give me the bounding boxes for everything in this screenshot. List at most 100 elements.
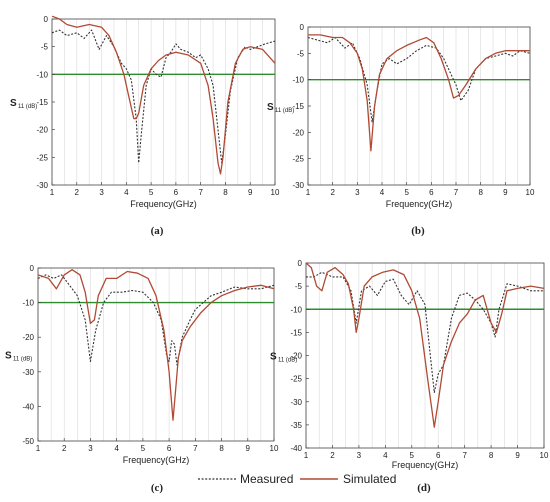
y-tick-label: -35 xyxy=(290,421,302,430)
y-tick-label: -15 xyxy=(36,98,48,107)
subplot-caption: (d) xyxy=(417,482,431,494)
y-tick-label: -10 xyxy=(22,299,34,308)
x-axis-label: Frequency(GHz) xyxy=(130,199,197,209)
x-tick-label: 3 xyxy=(357,451,362,460)
y-tick-label: -20 xyxy=(290,352,302,361)
x-tick-label: 1 xyxy=(306,188,311,197)
x-tick-label: 7 xyxy=(462,451,467,460)
x-tick-label: 10 xyxy=(271,188,280,197)
y-axis-label: S xyxy=(267,102,274,113)
x-axis-label: Frequency(GHz) xyxy=(386,199,453,209)
x-tick-label: 8 xyxy=(489,451,494,460)
y-axis-label: S xyxy=(10,98,17,109)
legend-measured-label: Measured xyxy=(240,472,293,486)
x-tick-label: 7 xyxy=(454,188,459,197)
y-tick-label: -25 xyxy=(36,153,48,162)
y-tick-label: -5 xyxy=(41,43,49,52)
x-tick-label: 6 xyxy=(167,444,172,453)
y-tick-label: 0 xyxy=(30,264,35,273)
x-axis-label: Frequency(GHz) xyxy=(392,460,459,470)
subplot-caption: (c) xyxy=(151,482,164,494)
x-tick-label: 9 xyxy=(248,188,253,197)
x-tick-label: 5 xyxy=(410,451,415,460)
y-tick-label: -20 xyxy=(22,333,34,342)
y-axis-label-subscript: 11 (dB) xyxy=(275,108,294,114)
y-tick-label: -15 xyxy=(290,328,302,337)
y-axis-label: S xyxy=(270,352,277,363)
y-axis-label-subscript: 11 (dB) xyxy=(278,358,297,364)
x-tick-label: 5 xyxy=(149,188,154,197)
subplot-3: 0 -10 -20 -30 -40 -501 2 3 4 5 6 7 8 9 10 Frequency(GHz… xyxy=(5,264,279,494)
x-tick-label: 3 xyxy=(355,188,360,197)
x-tick-label: 1 xyxy=(36,444,41,453)
x-tick-label: 2 xyxy=(75,188,80,197)
x-tick-label: 4 xyxy=(124,188,129,197)
x-tick-label: 6 xyxy=(436,451,441,460)
y-tick-label: -10 xyxy=(36,70,48,79)
y-tick-label: -40 xyxy=(290,444,302,453)
x-tick-label: 5 xyxy=(404,188,409,197)
y-axis-label-subscript: 11 (dB) xyxy=(13,357,32,363)
simulated-series-line xyxy=(51,15,276,175)
x-tick-label: 7 xyxy=(193,444,198,453)
legend-simulated-label: Simulated xyxy=(343,472,396,486)
y-tick-label: -25 xyxy=(290,375,302,384)
x-tick-label: 9 xyxy=(246,444,251,453)
y-tick-label: -5 xyxy=(297,49,305,58)
simulated-series-line xyxy=(305,262,545,428)
x-tick-label: 6 xyxy=(174,188,179,197)
y-axis-label: S xyxy=(5,351,12,362)
x-tick-label: 4 xyxy=(383,451,388,460)
x-tick-label: 4 xyxy=(114,444,119,453)
y-tick-label: -20 xyxy=(36,126,48,135)
x-tick-label: 10 xyxy=(526,188,535,197)
x-tick-label: 9 xyxy=(503,188,508,197)
x-tick-label: 2 xyxy=(330,451,335,460)
y-axis-label-subscript: 11 (dB) xyxy=(18,104,37,110)
x-tick-label: 2 xyxy=(330,188,335,197)
measured-series-line xyxy=(306,271,544,394)
x-tick-label: 8 xyxy=(223,188,228,197)
subplot-caption: (b) xyxy=(411,225,425,237)
y-tick-label: -40 xyxy=(22,402,34,411)
x-tick-label: 10 xyxy=(540,451,549,460)
y-tick-label: -5 xyxy=(295,282,303,291)
x-tick-label: 1 xyxy=(50,188,55,197)
x-tick-label: 8 xyxy=(219,444,224,453)
x-tick-label: 5 xyxy=(141,444,146,453)
legend: Measured Simulated xyxy=(198,472,396,486)
measured-series-line xyxy=(307,36,531,123)
x-tick-label: 2 xyxy=(62,444,67,453)
subplot-1: 0 -5 -10 -15 -20 -25 -301 2 3 4 5 6 7 8 9 10 Frequency(G… xyxy=(10,15,280,237)
subplot-4: 0 -5 -10 -15 -20 -25 -30 -35 -401 2 3 4 5 6 7 8 9 10 Frequ… xyxy=(270,259,549,494)
y-tick-label: -50 xyxy=(22,437,34,446)
y-tick-label: -10 xyxy=(290,305,302,314)
y-tick-label: 0 xyxy=(300,23,305,32)
x-tick-label: 6 xyxy=(429,188,434,197)
x-tick-label: 1 xyxy=(304,451,309,460)
y-tick-label: -10 xyxy=(292,76,304,85)
measured-series-line xyxy=(51,29,276,164)
x-tick-label: 4 xyxy=(380,188,385,197)
x-tick-label: 7 xyxy=(198,188,203,197)
y-tick-label: 0 xyxy=(44,15,49,24)
y-tick-label: -25 xyxy=(292,155,304,164)
y-tick-label: -15 xyxy=(292,102,304,111)
y-tick-label: -30 xyxy=(22,368,34,377)
x-tick-label: 3 xyxy=(88,444,93,453)
subplot-2: 0 -5 -10 -15 -20 -25 -301 2 3 4 5 6 7 8 9 10 Frequency(G… xyxy=(267,23,535,237)
x-tick-label: 10 xyxy=(270,444,279,453)
simulated-series-line xyxy=(37,269,275,421)
x-tick-label: 8 xyxy=(478,188,483,197)
simulated-series-line xyxy=(308,34,530,152)
x-axis-label: Frequency(GHz) xyxy=(123,455,190,465)
x-tick-label: 3 xyxy=(99,188,104,197)
y-tick-label: -20 xyxy=(292,128,304,137)
y-tick-label: -30 xyxy=(36,181,48,190)
y-tick-label: 0 xyxy=(298,259,303,268)
plot-frame xyxy=(37,267,275,442)
y-tick-label: -30 xyxy=(292,181,304,190)
y-tick-label: -30 xyxy=(290,398,302,407)
subplot-caption: (a) xyxy=(151,225,164,237)
